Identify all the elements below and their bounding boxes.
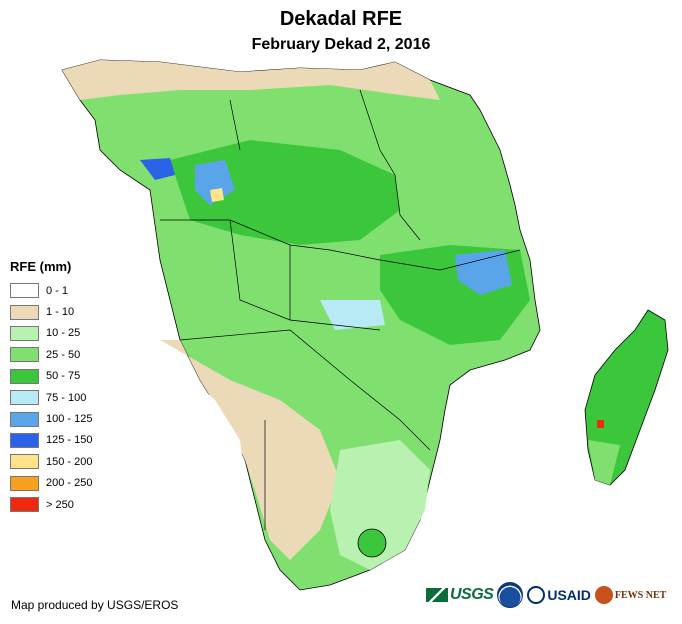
southwest-dry-region	[160, 340, 340, 560]
legend-swatch	[10, 454, 39, 470]
legend-swatch	[10, 497, 39, 513]
legend-swatch	[10, 432, 39, 448]
legend-row: 100 - 125	[10, 408, 92, 429]
legend-swatch	[10, 475, 39, 491]
southeast-light-green	[330, 440, 430, 570]
legend-swatch	[10, 390, 39, 406]
madagascar-south-green	[588, 440, 620, 485]
tanzania-heavy-rain	[455, 250, 512, 295]
legend-swatch	[10, 347, 39, 363]
legend-row: 50 - 75	[10, 366, 92, 387]
legend: RFE (mm) 0 - 1 1 - 10 10 - 25 25 - 50 50 - 7…	[10, 259, 92, 515]
legend-swatch	[10, 411, 39, 427]
usgs-label: USGS	[450, 586, 494, 603]
legend-rows: 0 - 1 1 - 10 10 - 25 25 - 50 50 - 75 75 - 100…	[10, 280, 92, 515]
legend-row: 75 - 100	[10, 387, 92, 408]
legend-row: 10 - 25	[10, 323, 92, 344]
usgs-wave-icon	[426, 588, 448, 602]
legend-label: 10 - 25	[46, 327, 81, 340]
legend-row: 125 - 150	[10, 430, 92, 451]
legend-row: 0 - 1	[10, 280, 92, 301]
legend-title: RFE (mm)	[10, 259, 72, 274]
legend-swatch	[10, 304, 39, 320]
madagascar-peak	[597, 420, 604, 428]
credit-text: Map produced by USGS/EROS	[11, 598, 179, 612]
legend-label: 150 - 200	[46, 455, 93, 468]
legend-label: 50 - 75	[46, 370, 81, 383]
fews-globe-icon	[594, 586, 613, 604]
map-title: Dekadal RFE	[279, 8, 403, 30]
congo-wet-zone	[170, 140, 400, 245]
peak-yellow	[210, 188, 224, 202]
logo-strip: USGS USAID FEWS NET	[426, 582, 666, 608]
fews-logo: FEWS NET	[594, 586, 667, 604]
legend-row: 1 - 10	[10, 301, 92, 322]
country-borders	[160, 89, 521, 530]
legend-label: 25 - 50	[46, 348, 81, 361]
legend-row: 200 - 250	[10, 473, 92, 494]
legend-label: 75 - 100	[46, 391, 87, 404]
legend-swatch	[10, 368, 39, 384]
cameroon-heavy-rain	[140, 158, 175, 180]
northern-dry-band	[62, 60, 440, 100]
legend-row: 25 - 50	[10, 344, 92, 365]
legend-swatch	[10, 325, 39, 341]
legend-label: 200 - 250	[46, 477, 93, 490]
gabon-heavy-rain	[195, 160, 235, 205]
usgs-logo: USGS	[426, 586, 494, 604]
usaid-logo: USAID	[527, 586, 591, 604]
namib-arid	[170, 360, 245, 510]
legend-label: 1 - 10	[46, 306, 75, 319]
map-subtitle: February Dekad 2, 2016	[251, 36, 431, 53]
legend-label: 125 - 150	[46, 434, 93, 447]
legend-swatch	[10, 283, 39, 299]
legend-label: > 250	[46, 498, 74, 511]
fews-label: FEWS NET	[614, 589, 667, 601]
legend-row: > 250	[10, 494, 92, 515]
noaa-emblem-icon	[497, 582, 524, 608]
usaid-label: USAID	[547, 587, 591, 603]
lesotho-outline	[357, 528, 387, 558]
usaid-seal-icon	[527, 586, 546, 604]
legend-label: 0 - 1	[46, 284, 69, 297]
legend-label: 100 - 125	[46, 413, 93, 426]
legend-row: 150 - 200	[10, 451, 92, 472]
zambia-heavy-rain	[320, 300, 385, 330]
